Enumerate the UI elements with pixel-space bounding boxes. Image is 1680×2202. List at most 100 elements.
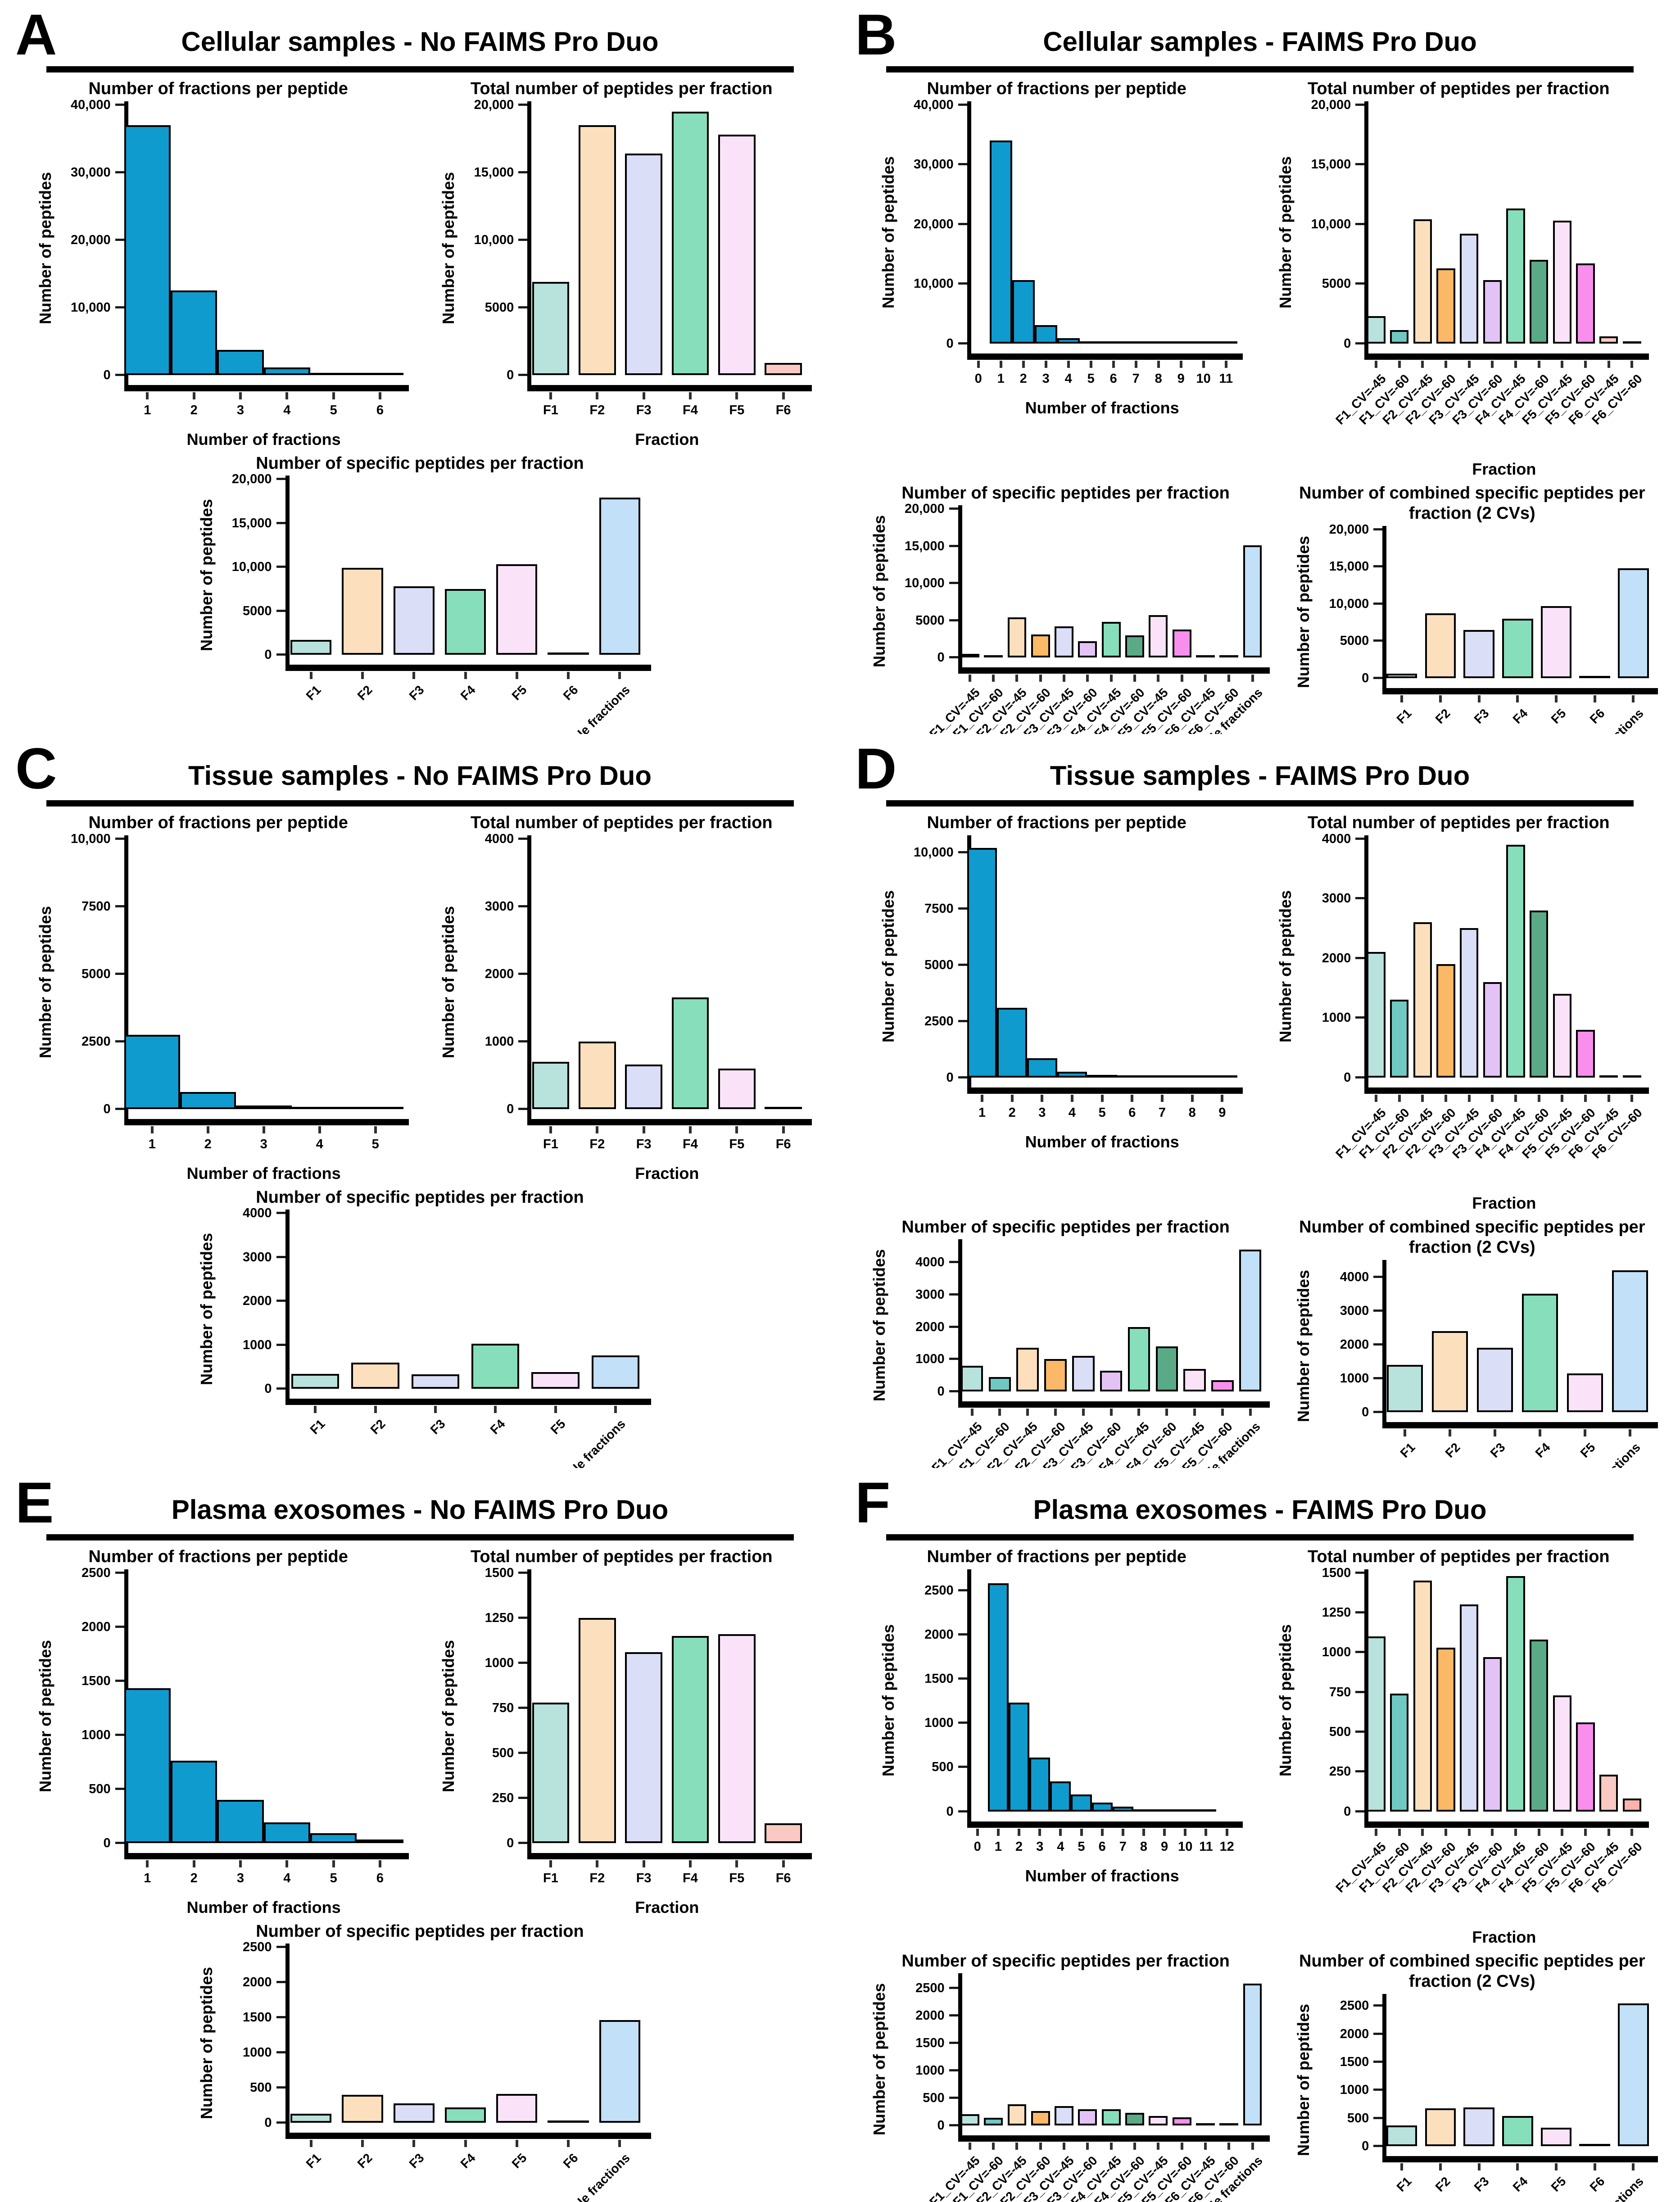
plot-column: F1_CV=-45 F1_CV=-60 F2_CV=-45 F2_CV=-60 F3_C… [1333,101,1649,479]
histogram-bar [1027,1058,1057,1078]
x-tick-mark [1607,1094,1610,1102]
histogram-bar [180,1092,236,1109]
plot-area [285,476,651,671]
chart-row-bottom: Number of specific peptides per fraction… [0,453,840,734]
x-tick-mark [1015,2143,1019,2150]
category-bar [1016,1348,1039,1392]
y-tick-mark [115,1733,124,1736]
panel-a: A Cellular samples - No FAIMS Pro Duo Numb… [0,0,840,734]
y-tick-mark [949,2097,958,2099]
x-tick-mark [192,1860,195,1867]
x-tick-mark [1630,1828,1634,1836]
x-tick-mark [1221,1409,1224,1416]
x-tick-label: Multiple fractions [1562,2174,1647,2202]
y-tick-mark [518,103,528,106]
x-tick-label: F6 [775,1137,791,1151]
histogram-bar [1050,1781,1071,1812]
category-bar [496,2094,538,2123]
x-tick-label: F1 [1397,1440,1418,1460]
category-bar [1432,1331,1468,1412]
x-axis-title: Fraction [635,1164,699,1183]
y-tick-mark [949,1325,958,1328]
y-tick-mark [949,2014,958,2016]
y-tick-mark [276,566,285,568]
histogram-bar [310,1833,357,1843]
x-tick-label: F4 [683,1871,698,1885]
y-tick-label: 2500 [915,1980,945,1995]
x-tick-mark [1059,1828,1062,1836]
x-tick-label: 4 [1064,371,1072,386]
y-tick-mark [958,1019,967,1022]
y-tick-label: 2000 [1340,2026,1369,2041]
x-tick-label: F1 [543,1137,558,1151]
histogram-bar [235,1105,292,1109]
y-tick-label: 0 [264,648,272,662]
plot-column: F1 F2 F3 F4 F5 F6 Fraction [527,835,812,1183]
chart-title: Number of fractions per peptide [927,1547,1186,1566]
y-tick-label: 0 [1362,2139,1369,2153]
y-axis-title: Number of peptides [1276,156,1295,308]
x-tick-mark [1561,1094,1564,1102]
x-tick-label: 8 [1140,1839,1148,1854]
panel-charts: Number of fractions per peptide Number of… [840,1547,1680,2202]
x-tick-mark [1180,675,1183,682]
y-tick-mark [1373,676,1383,679]
y-tick-label: 250 [492,1790,514,1805]
x-tick-mark [688,1860,692,1867]
chart-combined: Number of combined specific peptides per… [1291,1951,1658,2202]
category-bar [1506,844,1525,1078]
histogram-bar [124,125,171,375]
y-tick-mark [276,2016,285,2019]
category-bar [1413,219,1432,344]
x-tick-label: F5 [509,683,530,703]
y-tick-label: 1500 [82,1673,111,1688]
x-tick-label: 10 [1178,1839,1193,1854]
histogram-bar [357,1839,403,1843]
y-tick-label: 10,000 [913,276,954,291]
x-tick-label: 8 [1188,1105,1196,1120]
category-bar [1553,994,1572,1078]
x-tick-mark [992,2143,995,2150]
y-axis: 0 500 1000 1500 2000 2500 [219,1940,285,2139]
x-tick-label: 4 [1057,1839,1064,1854]
chart-title: Number of specific peptides per fraction [256,1187,584,1207]
panel-title-underline [886,800,1634,806]
panel-letter: F [855,1471,891,1535]
y-tick-mark [1355,103,1365,106]
x-tick-mark [549,1860,552,1867]
chart-title: Total number of peptides per fraction [1307,1547,1610,1566]
panel-charts: Number of fractions per peptide Number of… [0,813,840,1468]
x-tick-label: F2 [367,1417,388,1437]
y-tick-label: 15,000 [231,516,272,530]
category-bar [1390,1694,1409,1812]
category-bar [1387,1364,1423,1412]
y-tick-label: 1000 [1340,2083,1369,2098]
histogram-bar [1133,1809,1155,1812]
y-tick-mark [1373,2116,1383,2119]
x-tick-label: 6 [1098,1839,1106,1854]
chart-row-bottom: Number of specific peptides per fraction… [840,483,1680,734]
y-tick-label: 0 [264,2116,272,2130]
x-tick-mark [1421,1094,1424,1102]
chart-title: Number of specific peptides per fraction [901,483,1230,503]
x-tick-mark [782,392,785,399]
y-tick-mark [518,171,528,173]
x-tick-label: 4 [1068,1105,1076,1120]
x-tick-mark [1629,1429,1632,1436]
y-axis-title-wrap: Number of peptides [876,839,901,1094]
y-tick-label: 15,000 [1329,559,1369,574]
x-labels-area: F1_CV=-45 F1_CV=-60 F2_CV=-45 F2_CV=-60 F3_C… [1333,1828,1644,1927]
category-bar [1502,2116,1533,2146]
x-axis-line [958,667,1270,674]
x-tick-label: F2 [589,1871,605,1885]
category-bar [1386,2125,1417,2146]
plot-area [124,101,409,391]
y-axis-line [1364,1569,1369,1828]
x-tick-mark [1039,675,1042,682]
y-axis-line [1382,1994,1387,2162]
x-tick-label: 1 [994,1839,1002,1854]
y-axis: 0 10,000 20,000 30,000 40,000 [901,98,967,360]
chart-total: Total number of peptides per fraction Num… [436,79,812,449]
y-tick-mark [276,653,285,656]
y-tick-mark [1373,1410,1383,1413]
